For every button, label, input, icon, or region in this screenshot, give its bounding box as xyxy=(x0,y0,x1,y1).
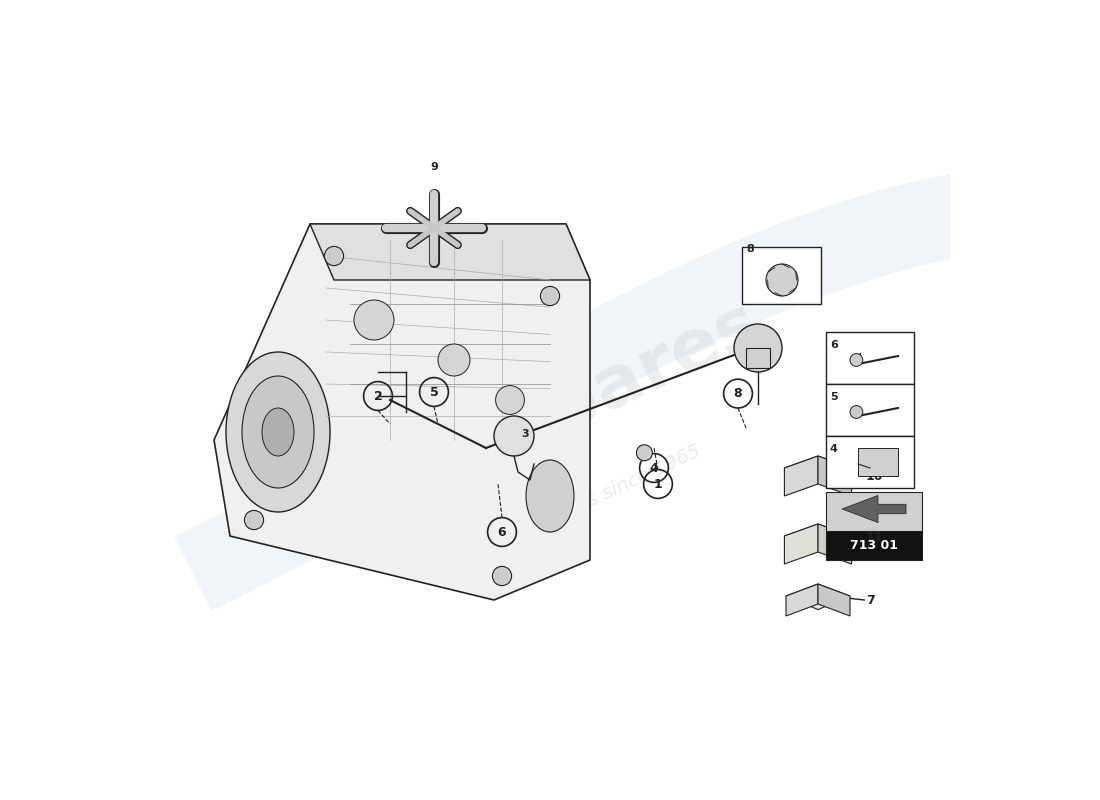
Text: 7: 7 xyxy=(866,594,874,606)
Text: 6: 6 xyxy=(497,526,506,538)
Text: a passion for parts since 1965: a passion for parts since 1965 xyxy=(429,441,704,583)
Text: 11: 11 xyxy=(866,531,883,544)
Circle shape xyxy=(354,300,394,340)
Text: 4: 4 xyxy=(650,462,659,474)
Polygon shape xyxy=(842,495,906,522)
Circle shape xyxy=(324,246,343,266)
Polygon shape xyxy=(786,584,850,610)
Circle shape xyxy=(766,264,797,296)
Bar xyxy=(826,531,922,560)
Ellipse shape xyxy=(226,352,330,512)
Text: 10: 10 xyxy=(866,470,883,482)
Polygon shape xyxy=(818,524,851,564)
Circle shape xyxy=(494,416,534,456)
Polygon shape xyxy=(818,584,850,616)
Bar xyxy=(826,384,914,436)
Polygon shape xyxy=(784,524,851,550)
Bar xyxy=(826,332,914,384)
Text: 8: 8 xyxy=(734,387,742,400)
Polygon shape xyxy=(310,224,590,280)
Polygon shape xyxy=(784,456,818,496)
Polygon shape xyxy=(786,584,818,616)
Circle shape xyxy=(637,445,652,461)
Ellipse shape xyxy=(242,376,314,488)
Text: eurospares: eurospares xyxy=(329,288,771,544)
Text: 713 01: 713 01 xyxy=(850,539,898,552)
Polygon shape xyxy=(818,456,851,496)
Polygon shape xyxy=(784,524,818,564)
Text: 2: 2 xyxy=(374,390,383,402)
Text: 4: 4 xyxy=(830,444,838,454)
Text: 6: 6 xyxy=(830,340,838,350)
Circle shape xyxy=(850,406,862,418)
Ellipse shape xyxy=(526,460,574,532)
Polygon shape xyxy=(784,456,851,482)
Circle shape xyxy=(734,324,782,372)
Circle shape xyxy=(438,344,470,376)
Circle shape xyxy=(244,510,264,530)
Bar xyxy=(746,348,770,368)
Ellipse shape xyxy=(262,408,294,456)
Text: 5: 5 xyxy=(830,392,837,402)
Circle shape xyxy=(850,354,862,366)
Polygon shape xyxy=(214,224,590,600)
Text: 3: 3 xyxy=(521,429,529,438)
Bar xyxy=(826,492,922,533)
Circle shape xyxy=(540,286,560,306)
Bar xyxy=(742,246,822,304)
Bar xyxy=(826,436,914,488)
Circle shape xyxy=(493,566,512,586)
Circle shape xyxy=(496,386,525,414)
Text: 9: 9 xyxy=(430,162,438,172)
Bar xyxy=(858,448,898,476)
Text: 5: 5 xyxy=(430,386,439,398)
Text: 1: 1 xyxy=(653,478,662,490)
Text: 8: 8 xyxy=(746,244,754,254)
